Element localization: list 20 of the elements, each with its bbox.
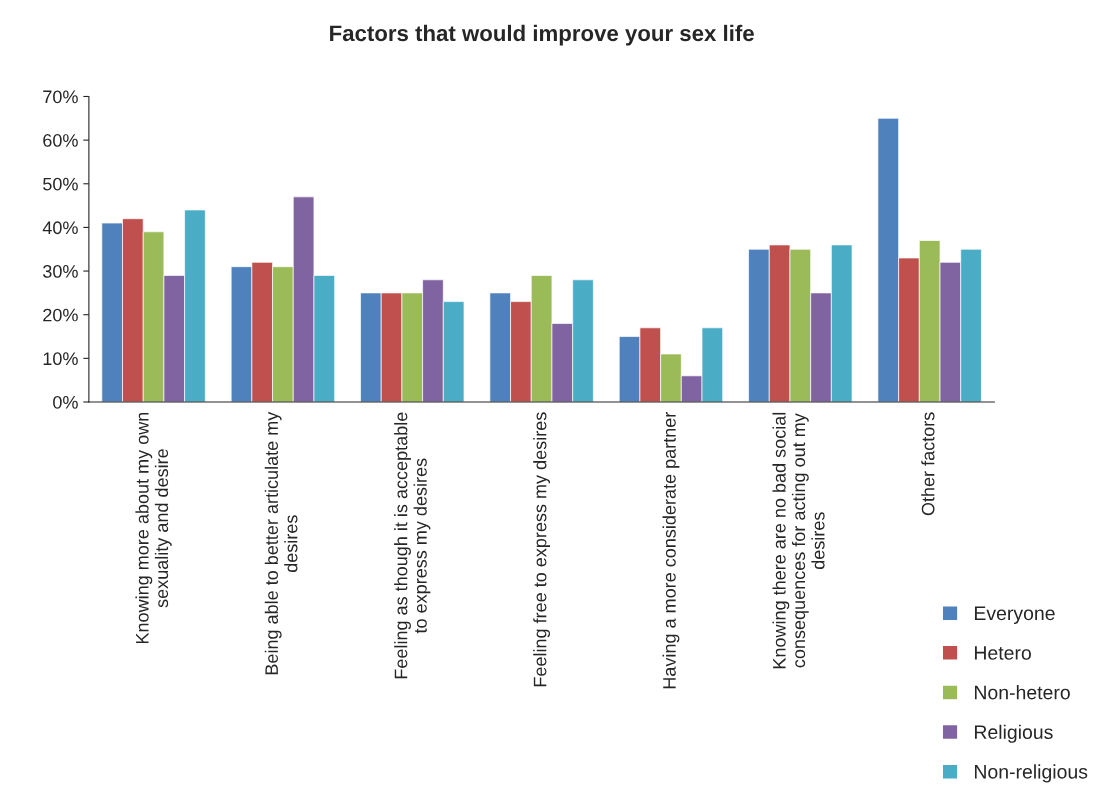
y-tick-label: 40% (42, 221, 78, 235)
legend-label: Hetero (974, 646, 1031, 660)
legend-label: Non-hetero (974, 685, 1070, 700)
chart-title: Factors that would improve your sex life (330, 24, 754, 46)
y-tick-label: 20% (43, 308, 78, 322)
y-tick-label: 60% (43, 134, 78, 147)
legend-label: Religious (974, 724, 1053, 743)
x-tick-label: Feeling free to express my desires (533, 412, 551, 687)
legend-label: Everyone (974, 606, 1055, 625)
y-tick-label: 30% (43, 265, 78, 278)
legend-label: Non-religious (974, 764, 1088, 783)
x-tick-label: Knowing more about my own sexuality and desire (135, 412, 172, 644)
x-tick-label: Other factors (921, 412, 935, 516)
y-tick-label: 0% (53, 395, 78, 409)
x-tick-label: Knowing there are no bad social consequences for acting out my desires (772, 412, 825, 669)
y-tick-label: 50% (43, 177, 78, 191)
y-tick-label: 70% (43, 90, 78, 104)
x-tick-label: Having a more considerate partner (662, 412, 680, 689)
x-tick-label: Being able to better articulate my desires (264, 411, 298, 675)
y-tick-label: 10% (43, 352, 78, 366)
